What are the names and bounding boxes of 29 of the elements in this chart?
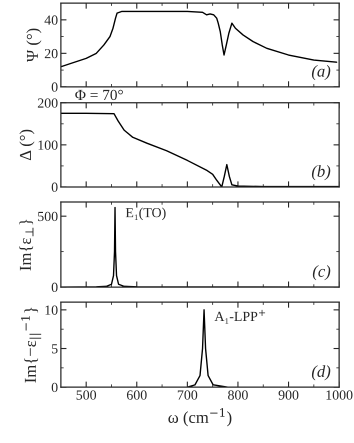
y-tick-label: 0 — [52, 182, 58, 192]
y-tick-label: 40 — [44, 15, 58, 25]
x-tick-label: 600 — [126, 390, 147, 400]
annotation: (a) — [312, 65, 330, 80]
text: Φ = 70° — [75, 90, 123, 100]
y-axis-title: Im{−ε$_{||}$$^{−1}$} — [21, 308, 42, 383]
y-tick-label: 10 — [45, 305, 58, 315]
y-tick-label: 5 — [52, 344, 58, 354]
x-axis-title: ω (cm$^{−1}$) — [168, 408, 232, 426]
x-tick-label: 700 — [178, 390, 198, 400]
y-axis-title: Im{ε$_{⊥}$} — [19, 220, 34, 271]
y-axis-title: Ψ (°) — [26, 28, 42, 62]
y-tick-label: 200 — [38, 98, 58, 108]
y-tick-label: 20 — [44, 48, 58, 58]
y-tick-label: 0 — [52, 282, 58, 292]
y-tick-label: 500 — [38, 212, 58, 222]
x-tick-label: 900 — [278, 390, 298, 400]
annotation: (c) — [312, 265, 330, 280]
y-tick-label: 0 — [52, 382, 58, 392]
y-tick-label: 0 — [52, 82, 58, 92]
y-tick-label: 100 — [38, 140, 58, 150]
annotation: A₁-LPP$^{+}$ — [214, 310, 266, 324]
y-axis-title: Δ (°) — [19, 130, 34, 160]
annotation: (d) — [312, 365, 330, 380]
annotation: (b) — [312, 165, 330, 180]
annotation: E₁(TO) — [126, 208, 166, 220]
x-tick-label: 800 — [228, 390, 248, 400]
x-tick-label: 500 — [76, 390, 96, 400]
x-tick-label: 1000 — [326, 390, 352, 400]
